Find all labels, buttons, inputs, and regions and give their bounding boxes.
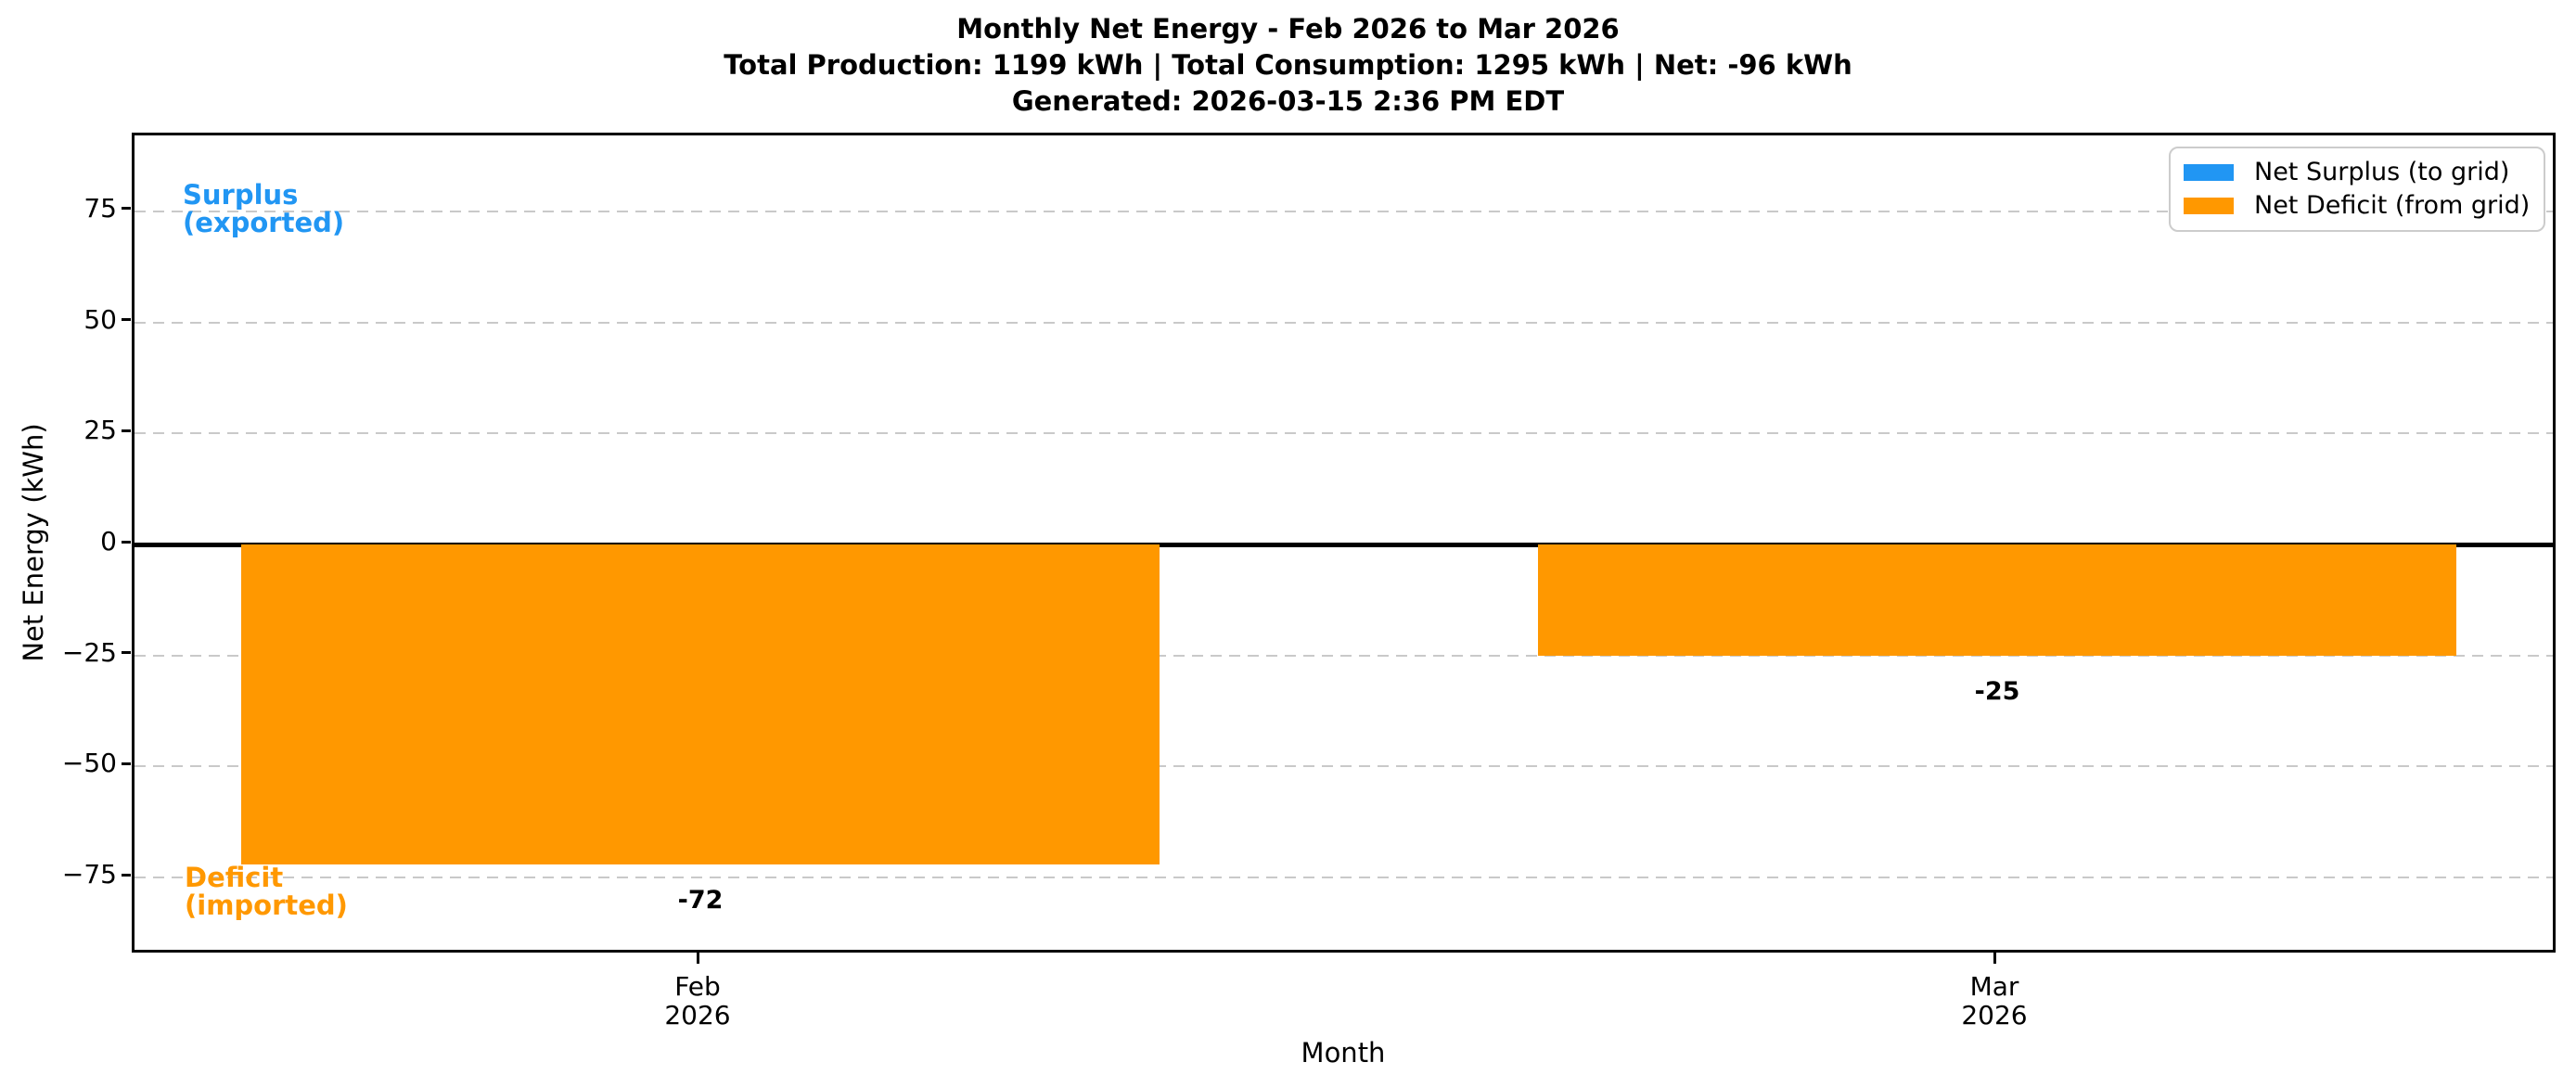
annotation-line: (imported) bbox=[185, 890, 348, 922]
x-tick-year: 2026 bbox=[1961, 1000, 2028, 1030]
legend-item: Net Deficit (from grid) bbox=[2184, 192, 2531, 220]
legend-swatch-surplus bbox=[2184, 163, 2234, 181]
x-axis-label: Month bbox=[1301, 1037, 1386, 1069]
plot-area: -72 -25 Surplus (exported) Deficit (imported) bbox=[132, 133, 2556, 953]
legend-item-label: Net Deficit (from grid) bbox=[2254, 191, 2531, 221]
chart-generated-timestamp: Generated: 2026-03-15 2:36 PM EDT bbox=[1011, 85, 1565, 117]
chart-title: Monthly Net Energy - Feb 2026 to Mar 202… bbox=[956, 13, 1620, 45]
annotation-deficit: Deficit (imported) bbox=[185, 864, 348, 919]
y-tick-label: −75 bbox=[61, 859, 117, 890]
legend-item: Net Surplus (to grid) bbox=[2184, 157, 2531, 186]
y-tick-mark bbox=[122, 429, 131, 432]
annotation-line: (exported) bbox=[183, 206, 345, 238]
gridline bbox=[135, 432, 2553, 435]
y-tick-label: −25 bbox=[61, 636, 117, 668]
x-tick-year: 2026 bbox=[664, 1000, 731, 1030]
x-tick-mark bbox=[1993, 953, 1996, 964]
bar-value-label: -25 bbox=[1974, 676, 2020, 706]
annotation-line: Deficit bbox=[185, 862, 284, 894]
legend-item-label: Net Surplus (to grid) bbox=[2254, 157, 2510, 186]
bar-feb-2026 bbox=[241, 544, 1160, 864]
chart-subtitle: Total Production: 1199 kWh | Total Consu… bbox=[724, 49, 1852, 81]
y-tick-label: 50 bbox=[83, 303, 117, 335]
y-tick-mark bbox=[122, 762, 131, 765]
title-block: Monthly Net Energy - Feb 2026 to Mar 202… bbox=[0, 11, 2576, 120]
y-tick-mark bbox=[122, 318, 131, 322]
x-tick-label-mar: Mar 2026 bbox=[1892, 972, 2096, 1030]
y-tick-mark bbox=[122, 540, 131, 544]
x-tick-month: Feb bbox=[674, 971, 721, 1002]
y-tick-mark bbox=[122, 651, 131, 655]
gridline bbox=[135, 210, 2553, 212]
legend: Net Surplus (to grid) Net Deficit (from g… bbox=[2169, 147, 2545, 232]
y-tick-mark bbox=[122, 873, 131, 877]
gridline bbox=[135, 654, 2553, 657]
y-tick-mark bbox=[122, 207, 131, 211]
annotation-surplus: Surplus (exported) bbox=[183, 181, 344, 237]
x-tick-month: Mar bbox=[1969, 971, 2019, 1002]
gridline bbox=[135, 321, 2553, 324]
y-tick-label: −50 bbox=[61, 748, 117, 779]
zero-line bbox=[135, 542, 2553, 547]
y-tick-label: 75 bbox=[83, 192, 117, 224]
x-tick-label-feb: Feb 2026 bbox=[596, 972, 800, 1030]
gridline bbox=[135, 877, 2553, 879]
legend-swatch-deficit bbox=[2184, 198, 2234, 215]
x-tick-mark bbox=[696, 953, 699, 964]
bar-mar-2026 bbox=[1538, 544, 2456, 656]
y-tick-label: 25 bbox=[83, 415, 117, 446]
annotation-line: Surplus bbox=[183, 178, 299, 211]
gridline bbox=[135, 765, 2553, 768]
y-tick-label: 0 bbox=[100, 526, 117, 557]
bar-value-label: -72 bbox=[677, 885, 724, 915]
